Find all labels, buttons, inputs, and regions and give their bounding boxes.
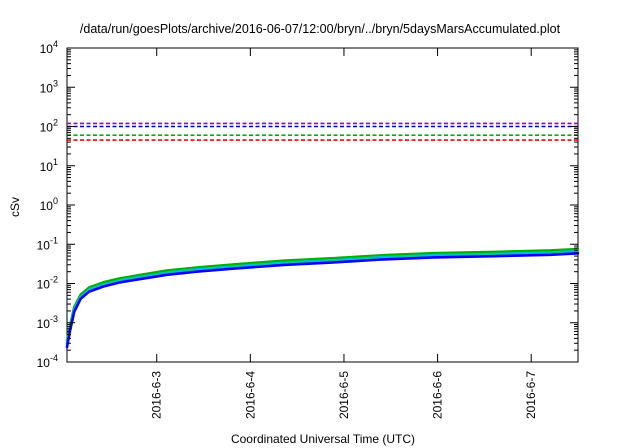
chart-title: /data/run/goesPlots/archive/2016-06-07/1… — [80, 22, 561, 36]
x-axis-label: Coordinated Universal Time (UTC) — [231, 432, 415, 446]
y-tick-exponent: 1 — [53, 157, 58, 167]
y-tick-base: 10 — [40, 199, 54, 213]
y-tick-exponent: 2 — [53, 118, 58, 128]
y-tick-exponent: 4 — [53, 39, 58, 49]
x-tick-label: 2016-6-7 — [524, 371, 538, 419]
y-tick-base: 10 — [37, 238, 51, 252]
y-tick-label: 102 — [40, 118, 58, 135]
y-tick-exponent: -2 — [50, 275, 58, 285]
y-tick-label: 10-3 — [37, 314, 58, 331]
y-tick-base: 10 — [37, 317, 51, 331]
series-lines — [65, 247, 580, 349]
y-tick-base: 10 — [37, 356, 51, 370]
x-tick-label: 2016-6-3 — [150, 371, 164, 419]
y-tick-exponent: -1 — [50, 235, 58, 245]
y-axis-label: cSv — [8, 197, 22, 217]
y-tick-label: 104 — [40, 39, 58, 56]
y-tick-exponent: -4 — [50, 353, 58, 363]
y-tick-exponent: -3 — [50, 314, 58, 324]
y-tick-base: 10 — [40, 81, 54, 95]
y-tick-base: 10 — [40, 42, 54, 56]
y-tick-label: 103 — [40, 78, 58, 95]
x-tick-label: 2016-6-5 — [337, 371, 351, 419]
plot-frame — [66, 47, 579, 363]
y-tick-base: 10 — [37, 278, 51, 292]
x-tick-label: 2016-6-6 — [431, 371, 445, 419]
threshold-lines — [67, 122, 578, 141]
series-line — [65, 249, 580, 345]
y-tick-label: 10-1 — [37, 235, 58, 252]
y-tick-exponent: 3 — [53, 78, 58, 88]
x-axis: 2016-6-3 2016-6-4 2016-6-5 2016-6-6 2016-6-7 — [150, 48, 538, 419]
y-tick-label: 10-4 — [37, 353, 58, 370]
y-tick-base: 10 — [40, 160, 54, 174]
y-tick-label: 101 — [40, 157, 58, 174]
series-line — [65, 252, 580, 349]
y-tick-exponent: 0 — [53, 196, 58, 206]
y-tick-label: 100 — [40, 196, 58, 213]
x-tick-label: 2016-6-4 — [243, 371, 257, 419]
y-tick-label: 10-2 — [37, 275, 58, 292]
y-tick-base: 10 — [40, 121, 54, 135]
